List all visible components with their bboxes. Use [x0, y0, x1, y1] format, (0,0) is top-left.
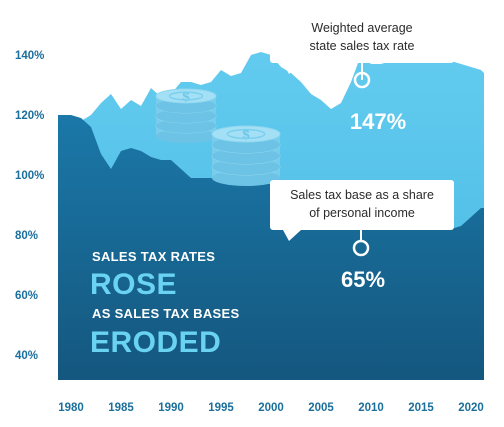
x-tick-label: 1995 — [208, 402, 234, 414]
coin-stack-icon: $ — [211, 125, 281, 186]
rate-callout-line1: Weighted average — [311, 21, 412, 35]
x-tick-label: 2020 — [458, 402, 484, 414]
x-tick-label: 2015 — [408, 402, 434, 414]
base-callout: Sales tax base as a share of personal in… — [270, 180, 454, 292]
rate-callout-marker — [353, 71, 371, 89]
rate-callout-value: 147% — [350, 109, 406, 134]
x-axis: 1980 1985 1990 1995 2000 2005 2010 2015 2020 — [58, 402, 484, 414]
y-tick-label: 140% — [15, 50, 44, 62]
headline: SALES TAX RATES ROSE AS SALES TAX BASES … — [90, 249, 239, 359]
x-tick-label: 1990 — [158, 402, 184, 414]
svg-text:$: $ — [242, 127, 250, 142]
rate-callout-line2: state sales tax rate — [310, 39, 415, 53]
y-axis: 40% 60% 80% 100% 120% 140% — [15, 50, 44, 362]
y-tick-label: 120% — [15, 110, 44, 122]
headline-line2: ROSE — [90, 268, 177, 301]
svg-text:$: $ — [182, 89, 190, 104]
x-tick-label: 2005 — [308, 402, 334, 414]
x-tick-label: 2000 — [258, 402, 284, 414]
base-area — [58, 115, 484, 380]
base-callout-value: 65% — [341, 267, 385, 292]
base-callout-box — [270, 180, 454, 230]
x-tick-label: 2010 — [358, 402, 384, 414]
base-callout-line1: Sales tax base as a share — [290, 188, 434, 202]
coin-stack-icon: $ — [155, 88, 217, 143]
rate-callout-box — [270, 14, 454, 63]
y-tick-label: 40% — [15, 350, 38, 362]
y-tick-label: 60% — [15, 290, 38, 302]
base-callout-marker — [352, 239, 370, 257]
base-callout-line2: of personal income — [309, 206, 415, 220]
x-tick-label: 1985 — [108, 402, 134, 414]
headline-line4: ERODED — [90, 326, 221, 359]
headline-line3: AS SALES TAX BASES — [92, 306, 239, 321]
x-tick-label: 1980 — [58, 402, 84, 414]
y-tick-label: 100% — [15, 170, 44, 182]
y-tick-label: 80% — [15, 230, 38, 242]
rate-callout: Weighted average state sales tax rate 14… — [270, 14, 454, 134]
headline-line1: SALES TAX RATES — [92, 249, 215, 264]
